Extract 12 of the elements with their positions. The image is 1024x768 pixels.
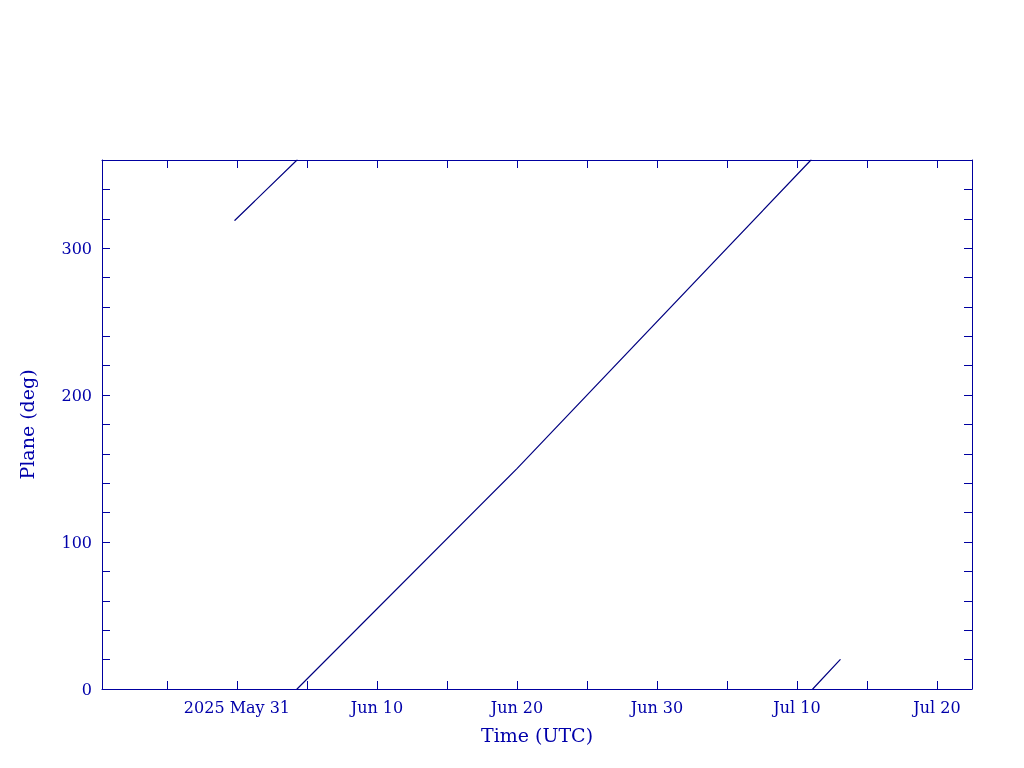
y-tick-label: 200 (61, 385, 92, 405)
x-tick-label: 2025 May 31 (183, 697, 291, 717)
x-tick-label: Jun 20 (488, 697, 544, 717)
y-tick-label: 300 (61, 238, 92, 258)
x-tick-label: Jul 20 (911, 697, 961, 717)
x-tick-label: Jun 10 (348, 697, 404, 717)
x-tick-label: Jul 10 (771, 697, 821, 717)
x-axis-title: Time (UTC) (480, 723, 594, 746)
x-tick-label: Jun 30 (628, 697, 684, 717)
y-axis-title: Plane (deg) (15, 369, 38, 480)
y-tick-label: 100 (61, 532, 92, 552)
y-tick-label: 0 (81, 679, 92, 699)
